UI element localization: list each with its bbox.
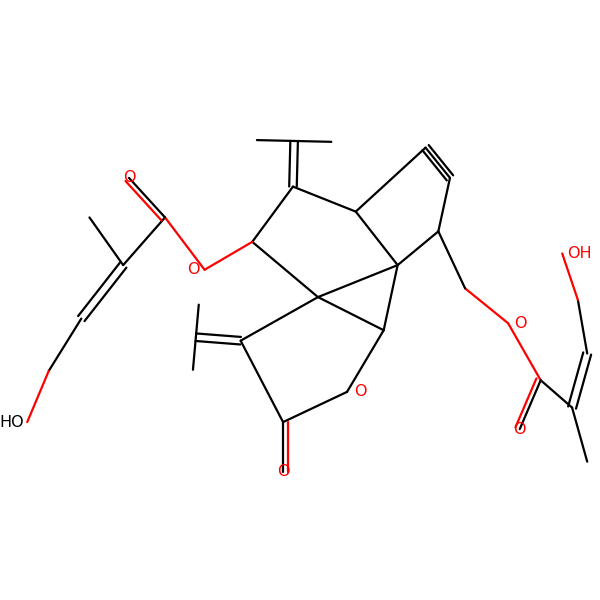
Text: O: O: [277, 464, 289, 479]
Text: O: O: [187, 262, 200, 277]
Text: O: O: [514, 422, 526, 437]
Text: O: O: [123, 170, 135, 185]
Text: OH: OH: [567, 246, 592, 261]
Text: HO: HO: [0, 415, 25, 430]
Text: O: O: [514, 316, 526, 331]
Text: O: O: [354, 385, 367, 400]
